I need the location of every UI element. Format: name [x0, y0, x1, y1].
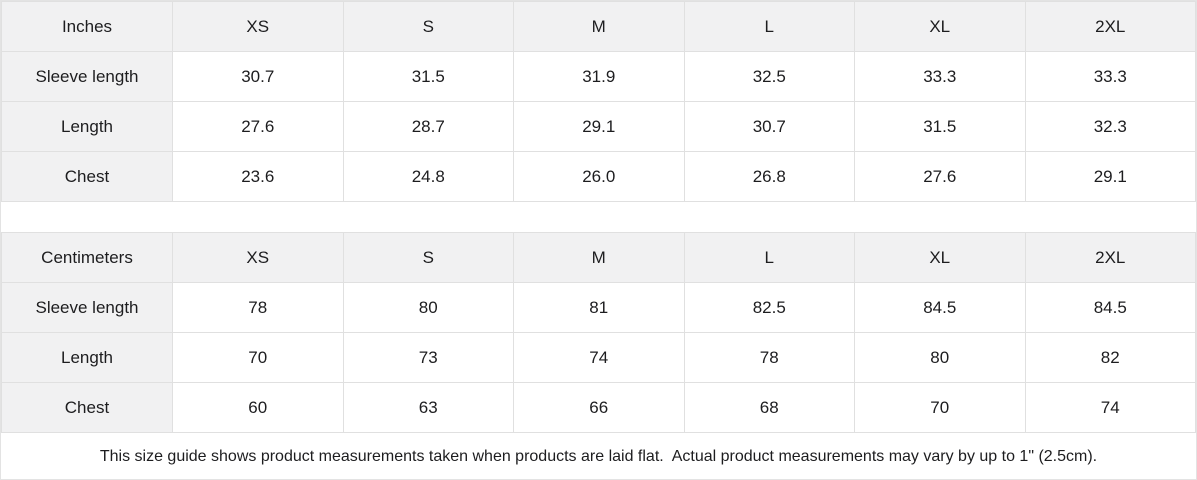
- value-cell: 78: [172, 282, 344, 333]
- row-label-cell: Length: [1, 101, 173, 152]
- table-row-length: Length 27.6 28.7 29.1 30.7 31.5 32.3: [1, 101, 1196, 152]
- value-cell: 24.8: [342, 151, 514, 202]
- value-cell: 66: [513, 382, 685, 433]
- value-cell: 31.5: [854, 101, 1026, 152]
- value-cell: 30.7: [683, 101, 855, 152]
- size-header-xl: XL: [854, 232, 1026, 283]
- size-header-xl: XL: [854, 1, 1026, 52]
- table-spacer: [1, 202, 1196, 232]
- size-header-l: L: [683, 1, 855, 52]
- value-cell: 23.6: [172, 151, 344, 202]
- value-cell: 84.5: [1024, 282, 1196, 333]
- value-cell: 78: [683, 332, 855, 383]
- row-label-cell: Length: [1, 332, 173, 383]
- centimeters-header-row: Centimeters XS S M L XL 2XL: [1, 232, 1196, 283]
- centimeters-table: Centimeters XS S M L XL 2XL Sleeve lengt…: [1, 232, 1196, 433]
- table-row-sleeve-length: Sleeve length 78 80 81 82.5 84.5 84.5: [1, 282, 1196, 333]
- value-cell: 32.5: [683, 51, 855, 102]
- value-cell: 80: [854, 332, 1026, 383]
- value-cell: 26.0: [513, 151, 685, 202]
- value-cell: 27.6: [172, 101, 344, 152]
- row-label-cell: Chest: [1, 382, 173, 433]
- size-guide-note: This size guide shows product measuremen…: [1, 433, 1196, 479]
- size-header-m: M: [513, 1, 685, 52]
- value-cell: 31.9: [513, 51, 685, 102]
- value-cell: 26.8: [683, 151, 855, 202]
- value-cell: 74: [1024, 382, 1196, 433]
- size-header-m: M: [513, 232, 685, 283]
- value-cell: 32.3: [1024, 101, 1196, 152]
- value-cell: 81: [513, 282, 685, 333]
- value-cell: 82.5: [683, 282, 855, 333]
- value-cell: 31.5: [342, 51, 514, 102]
- value-cell: 70: [172, 332, 344, 383]
- size-header-xs: XS: [172, 232, 344, 283]
- size-header-2xl: 2XL: [1024, 232, 1196, 283]
- table-row-chest: Chest 60 63 66 68 70 74: [1, 382, 1196, 433]
- row-label-cell: Chest: [1, 151, 173, 202]
- size-header-2xl: 2XL: [1024, 1, 1196, 52]
- size-header-s: S: [342, 232, 514, 283]
- value-cell: 30.7: [172, 51, 344, 102]
- value-cell: 60: [172, 382, 344, 433]
- value-cell: 63: [342, 382, 514, 433]
- value-cell: 29.1: [1024, 151, 1196, 202]
- value-cell: 33.3: [854, 51, 1026, 102]
- value-cell: 28.7: [342, 101, 514, 152]
- value-cell: 74: [513, 332, 685, 383]
- size-header-xs: XS: [172, 1, 344, 52]
- value-cell: 84.5: [854, 282, 1026, 333]
- value-cell: 68: [683, 382, 855, 433]
- table-row-length: Length 70 73 74 78 80 82: [1, 332, 1196, 383]
- value-cell: 73: [342, 332, 514, 383]
- table-row-sleeve-length: Sleeve length 30.7 31.5 31.9 32.5 33.3 3…: [1, 51, 1196, 102]
- value-cell: 27.6: [854, 151, 1026, 202]
- value-cell: 70: [854, 382, 1026, 433]
- inches-table: Inches XS S M L XL 2XL Sleeve length 30.…: [1, 1, 1196, 202]
- inches-header-row: Inches XS S M L XL 2XL: [1, 1, 1196, 52]
- value-cell: 33.3: [1024, 51, 1196, 102]
- value-cell: 82: [1024, 332, 1196, 383]
- unit-header-centimeters: Centimeters: [1, 232, 173, 283]
- size-header-l: L: [683, 232, 855, 283]
- unit-header-inches: Inches: [1, 1, 173, 52]
- value-cell: 80: [342, 282, 514, 333]
- row-label-cell: Sleeve length: [1, 51, 173, 102]
- value-cell: 29.1: [513, 101, 685, 152]
- table-row-chest: Chest 23.6 24.8 26.0 26.8 27.6 29.1: [1, 151, 1196, 202]
- size-header-s: S: [342, 1, 514, 52]
- row-label-cell: Sleeve length: [1, 282, 173, 333]
